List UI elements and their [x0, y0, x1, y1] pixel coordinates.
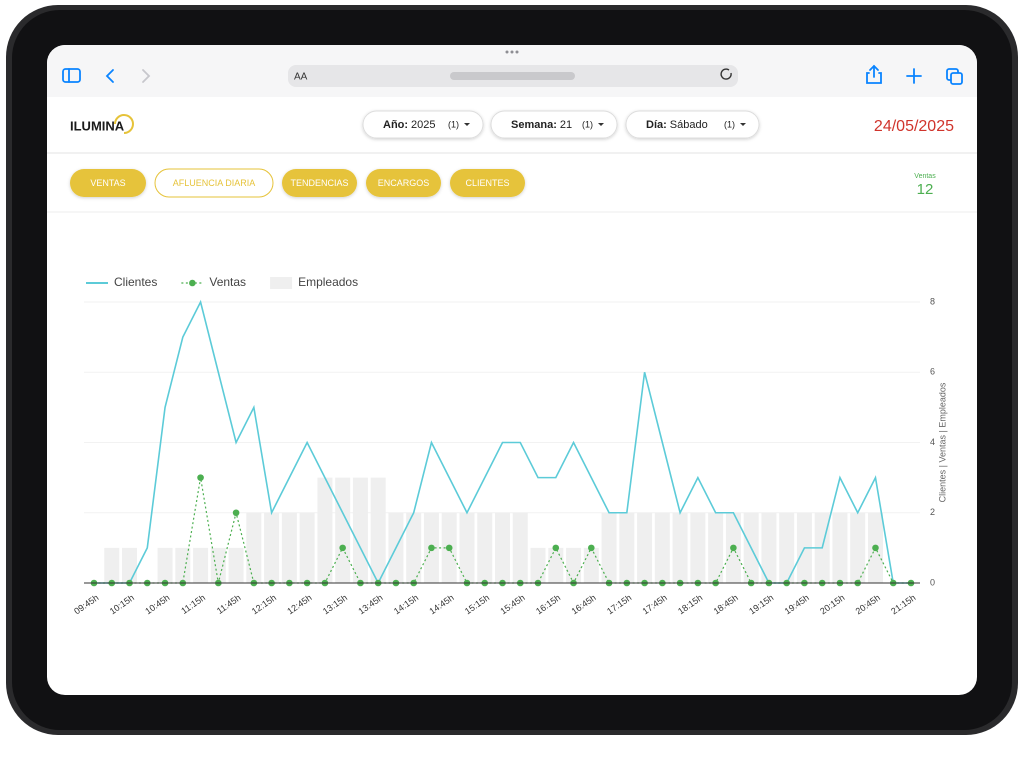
bar: [566, 547, 582, 583]
y-tick-label: 0: [930, 577, 935, 587]
point: [552, 544, 560, 552]
bar: [548, 547, 564, 583]
filter-label: Año:: [383, 119, 408, 131]
dropdown-caret: [598, 123, 604, 126]
bar: [264, 512, 280, 583]
legend-label[interactable]: Clientes: [114, 275, 157, 289]
tab-dots: [505, 50, 519, 54]
tab[interactable]: [70, 169, 146, 197]
dropdown-caret: [740, 123, 746, 126]
bar: [761, 512, 777, 583]
dropdown-caret: [464, 123, 470, 126]
filter-value: Sábado: [670, 119, 708, 131]
tab[interactable]: [282, 169, 357, 197]
filter-value: 21: [560, 119, 572, 131]
bar: [601, 512, 617, 583]
text-size-button[interactable]: AA: [294, 72, 308, 83]
bar: [317, 477, 333, 583]
tab[interactable]: [450, 169, 525, 197]
legend-swatch: [270, 277, 293, 289]
bar: [122, 547, 138, 583]
tab-label: CLIENTES: [465, 178, 509, 188]
bar: [157, 547, 173, 583]
bar: [210, 547, 226, 583]
point: [339, 544, 346, 552]
bar: [495, 512, 510, 583]
reload-icon[interactable]: [720, 68, 732, 80]
bar: [832, 512, 848, 583]
bar: [654, 512, 670, 583]
bar: [637, 512, 653, 583]
filter-count: (1): [582, 119, 593, 129]
point: [445, 544, 453, 552]
bar: [406, 512, 422, 583]
bar: [690, 512, 706, 583]
y-tick-label: 6: [930, 367, 935, 377]
point: [588, 544, 595, 552]
filter-count: (1): [448, 119, 459, 129]
tab-label: VENTAS: [90, 178, 125, 188]
bar: [104, 547, 120, 583]
bar: [459, 512, 475, 583]
point: [232, 509, 240, 517]
bar: [672, 512, 688, 583]
filter-dropdown[interactable]: [362, 110, 484, 139]
y-tick-label: 8: [930, 296, 935, 306]
point: [428, 544, 435, 552]
url-blurred: [450, 72, 575, 80]
logo-arc: [114, 114, 134, 134]
bar: [477, 512, 493, 583]
y-tick-label: 2: [930, 507, 935, 517]
bar: [370, 477, 386, 583]
point: [872, 544, 879, 552]
kpi-value: 12: [917, 181, 934, 198]
tab-label: TENDENCIAS: [290, 178, 348, 188]
filter-value: 2025: [411, 119, 435, 131]
filter-label: Día:: [646, 119, 667, 131]
tab[interactable]: [366, 169, 441, 197]
filter-dropdown[interactable]: [490, 110, 618, 139]
bar: [530, 547, 546, 583]
bar: [335, 477, 351, 583]
bar: [228, 547, 244, 583]
point: [730, 544, 737, 552]
filter-label: Semana:: [511, 119, 557, 131]
point: [197, 474, 204, 481]
bar: [193, 547, 209, 583]
filter-dropdown[interactable]: [625, 110, 760, 139]
bar: [708, 512, 724, 583]
browser-buttons[interactable]: [62, 64, 963, 85]
bar: [281, 512, 297, 583]
tab-label: AFLUENCIA DIARIA: [173, 178, 256, 188]
legend-label[interactable]: Ventas: [209, 275, 246, 289]
bar: [779, 512, 795, 583]
filter-count: (1): [724, 119, 735, 129]
date: 24/05/2025: [874, 118, 954, 135]
legend-label[interactable]: Empleados: [298, 275, 358, 289]
y-axis-title: Clientes | Ventas | Empleados: [937, 382, 947, 502]
bar: [619, 512, 635, 583]
bar: [246, 512, 262, 583]
tab[interactable]: [154, 168, 274, 198]
bar: [583, 547, 599, 583]
y-tick-label: 4: [930, 437, 935, 447]
bar: [299, 512, 315, 583]
bar: [512, 512, 528, 583]
bar: [175, 547, 191, 583]
kpi-label: Ventas: [914, 173, 936, 180]
logo: ILUMINA: [70, 118, 125, 133]
bar: [850, 512, 866, 583]
bar: [352, 477, 368, 583]
legend-swatch-dot: [189, 279, 196, 287]
tab-label: ENCARGOS: [378, 178, 430, 188]
